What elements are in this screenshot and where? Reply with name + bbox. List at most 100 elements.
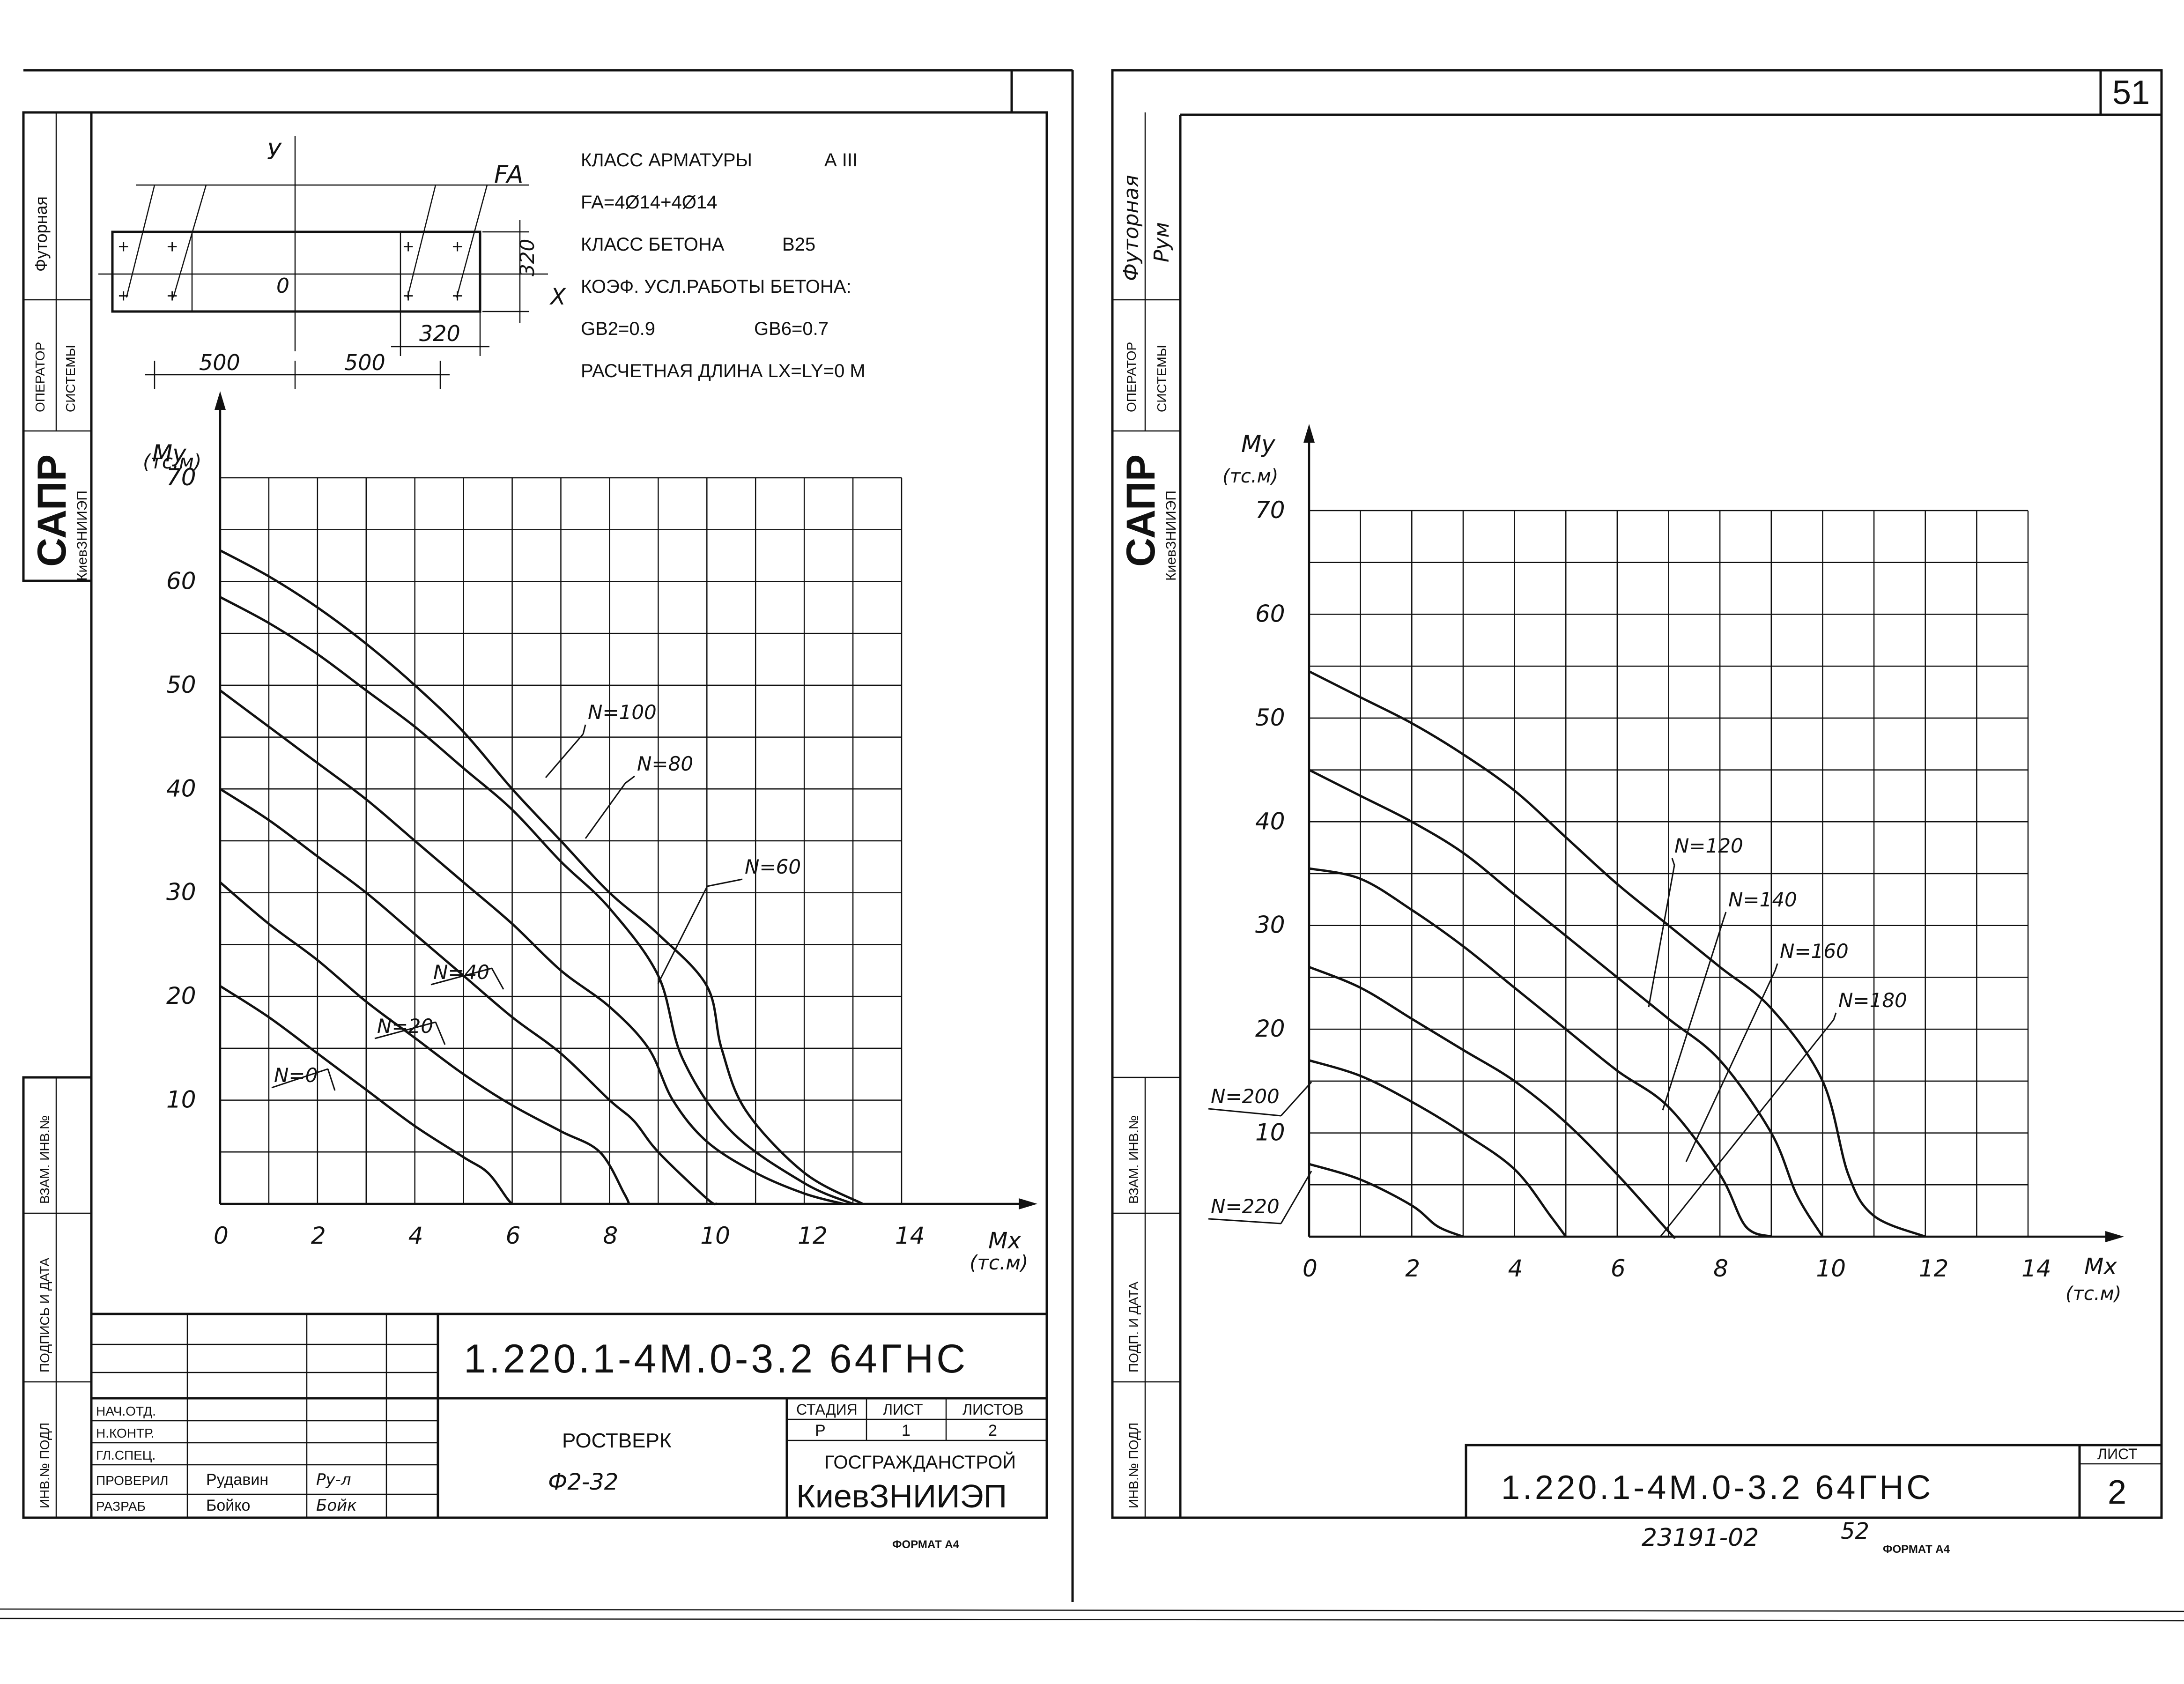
chart-left-xlabel-unit: (тс.м): [970, 1251, 1028, 1274]
series-curve-140: [1308, 769, 1824, 1238]
x-tick-label: 6: [506, 1222, 521, 1249]
tb-person: Бойко: [206, 1497, 250, 1514]
series-label-underline: [707, 878, 743, 887]
specs-length: РАСЧЕТНАЯ ДЛИНА LX=LY=0 М: [581, 361, 866, 381]
x-tick-label: 12: [1919, 1255, 1949, 1282]
series-label-leader: [1659, 1019, 1835, 1237]
tb-signature: Ру-л: [316, 1470, 351, 1489]
series-label: N=0: [274, 1064, 318, 1087]
series-label-leader: [491, 968, 504, 990]
tb-sheets-value: 2: [988, 1422, 997, 1439]
series-curve-100: [219, 549, 864, 1205]
chart-right-series: [1308, 670, 1926, 1239]
svg-text:+: +: [167, 286, 178, 306]
svg-text:+: +: [403, 286, 414, 306]
series-label: N=40: [433, 961, 489, 984]
specs-beton-label: КЛАСС БЕТОНА: [581, 234, 725, 255]
tb-stage-value: Р: [815, 1422, 826, 1439]
tb-sheets-header: ЛИСТОВ: [962, 1401, 1023, 1418]
x-tick-label: 0: [214, 1222, 229, 1249]
series-label-underline: [1723, 912, 1727, 920]
x-tick-label: 2: [311, 1222, 326, 1249]
stamp-futornaya-right: Футорная: [1119, 175, 1143, 281]
x-axis-arrow: [1019, 1198, 1037, 1209]
tb-org-2: КиевЗНИИЭП: [796, 1478, 1007, 1514]
y-tick-label: 30: [1255, 912, 1285, 939]
series-curve-120: [1308, 670, 1926, 1238]
rtb-box: [1465, 1444, 2163, 1519]
x-tick-label: 10: [1816, 1255, 1846, 1282]
series-curve-20: [219, 881, 630, 1205]
x-tick-label: 8: [603, 1222, 618, 1249]
tb-code: 1.220.1-4М.0-3.2 64ГНС: [464, 1336, 968, 1381]
svg-text:+: +: [118, 237, 129, 257]
rtb-list-value: 2: [2108, 1474, 2126, 1511]
x-tick-label: 14: [895, 1222, 925, 1249]
series-label-leader: [585, 783, 626, 839]
y-tick-label: 60: [1255, 600, 1285, 627]
stamp-vzam-inv: ВЗАМ. ИНВ.№: [37, 1115, 52, 1204]
bottom-edge: [0, 1617, 2184, 1622]
tb-role: РАЗРАБ: [96, 1499, 146, 1513]
series-label-leader: [657, 886, 708, 984]
chart-right-ylabel: Му: [1241, 430, 1276, 458]
series-label-underline: [430, 967, 492, 986]
series-label: N=80: [637, 752, 693, 775]
x-tick-label: 10: [700, 1222, 730, 1249]
rtb-format: ФОРМАТ А4: [1883, 1543, 1950, 1556]
y-tick-label: 40: [166, 775, 196, 802]
specs-beton-value: B25: [782, 234, 815, 255]
series-curve-40: [219, 788, 718, 1206]
tb-stage-header: СТАДИЯ: [796, 1401, 858, 1418]
stamp-sistemy-right: СИСТЕМЫ: [1155, 345, 1169, 412]
chart-left-xlabel: Мх: [988, 1228, 1021, 1254]
chart-right-series-labels: N=120 N=140 N=160 N=180 N=200 N=220: [1208, 834, 1907, 1237]
chart-right-ticks: 0 2 4 6 8 10 12 14 10 20 30 40 50 60 70: [1255, 497, 2051, 1282]
series-label: N=100: [588, 701, 657, 724]
chart-left-ticks: 0 2 4 6 8 10 12 14 10 20 30 40 50 60 70: [166, 464, 925, 1249]
stamp-sapr: САПР: [30, 454, 74, 567]
series-label: N=220: [1211, 1195, 1280, 1218]
left-stamp-column: [22, 111, 93, 582]
series-label-underline: [625, 775, 635, 784]
y-tick-label: 40: [1255, 808, 1285, 835]
tb-sheet-value: 1: [902, 1422, 911, 1439]
chart-left-ylabel: Му: [152, 440, 187, 467]
series-label-underline: [1671, 858, 1675, 866]
series-curve-80: [219, 596, 854, 1205]
chart-right-xlabel: Мх: [2084, 1254, 2117, 1280]
y-tick-label: 10: [166, 1086, 196, 1113]
dim-320-height: 320: [516, 239, 539, 276]
series-curve-220: [1309, 1163, 1464, 1238]
series-curve-180: [1309, 965, 1676, 1239]
stamp-podpis-data: ПОДПИСЬ И ДАТА: [37, 1258, 52, 1372]
chart-left-series: [219, 549, 864, 1206]
specs-fa: FA=4Ø14+4Ø14: [581, 192, 717, 213]
series-label-underline: [374, 1021, 436, 1039]
svg-text:+: +: [452, 286, 463, 306]
x-tick-label: 4: [1508, 1255, 1523, 1282]
series-label: N=20: [377, 1015, 433, 1038]
tb-sheet-header: ЛИСТ: [883, 1401, 923, 1418]
section-fa-label: FA: [494, 161, 523, 189]
chart-right: 0 2 4 6 8 10 12 14 10 20 30 40 50 60 70 N=120 N=140 N=16…: [1208, 424, 2124, 1305]
specs-armatura-value: А III: [824, 150, 858, 171]
chart-right-grid: [1308, 510, 2029, 1238]
bottom-edge: [0, 1608, 2184, 1612]
rtb-page: 52: [1841, 1518, 1869, 1544]
series-label-underline: [1208, 1218, 1281, 1224]
y-axis-arrow: [215, 391, 226, 410]
stamp-podp-data-right: ПОДП. И ДАТА: [1126, 1282, 1141, 1372]
x-tick-label: 6: [1611, 1255, 1626, 1282]
right-sheet: 51 Футорная Рум ОПЕРАТОР СИСТЕМЫ САПР Ки…: [1111, 69, 2163, 1556]
chart-right-xlabel-unit: (тс.м): [2066, 1283, 2121, 1305]
section-y-label: У: [267, 139, 282, 165]
series-curve-200: [1309, 1059, 1567, 1238]
chart-left-ylabel-unit: (тс.м): [143, 450, 201, 473]
tb-role: НАЧ.ОТД.: [96, 1404, 156, 1418]
x-axis-arrow: [2105, 1231, 2124, 1242]
section-origin: 0: [276, 274, 289, 298]
stamp-futornaya-sign: Рум: [1150, 222, 1174, 262]
series-label-leader: [1280, 1081, 1312, 1117]
